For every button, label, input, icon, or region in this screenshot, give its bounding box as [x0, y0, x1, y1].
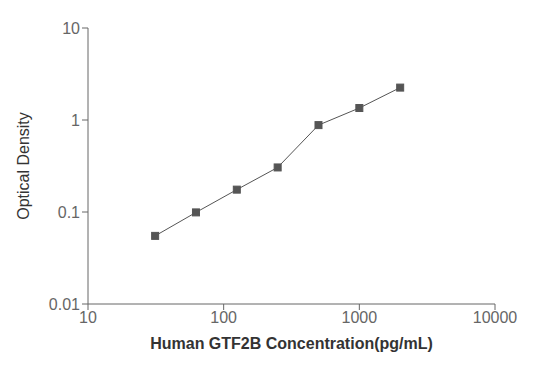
svg-text:10: 10	[62, 20, 80, 37]
svg-text:Human GTF2B Concentration(pg/m: Human GTF2B Concentration(pg/mL)	[150, 335, 433, 352]
svg-text:1: 1	[71, 112, 80, 129]
svg-text:1000: 1000	[342, 309, 378, 326]
svg-text:100: 100	[210, 309, 237, 326]
svg-text:10: 10	[79, 309, 97, 326]
svg-text:0.01: 0.01	[49, 296, 80, 313]
svg-text:0.1: 0.1	[58, 204, 80, 221]
svg-text:Optical Density: Optical Density	[15, 112, 32, 220]
svg-text:10000: 10000	[473, 309, 518, 326]
